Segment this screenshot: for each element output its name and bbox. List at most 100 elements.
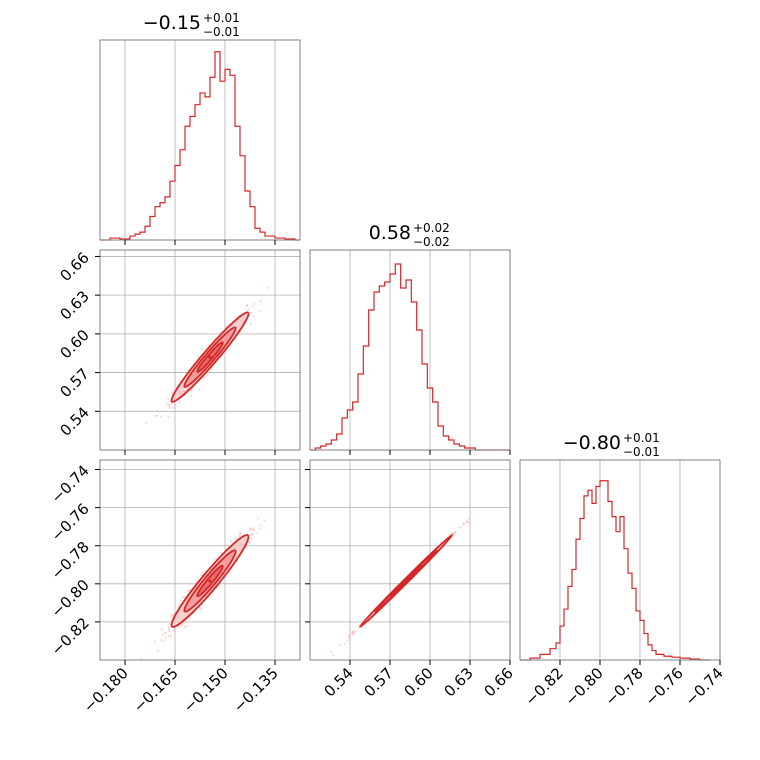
histogram-step-line [100, 51, 300, 241]
scatter-point [160, 628, 164, 631]
hist2-xtick-label: −0.78 [602, 664, 647, 709]
scatter-point [256, 517, 260, 520]
sc5-xtick-label: 0.54 [320, 664, 356, 700]
histogram-title-plus: +0.02 [413, 221, 450, 235]
scatter-point [167, 403, 171, 406]
scatter-plot-area [145, 286, 269, 425]
scatter-point [155, 414, 159, 417]
sc4-xtick-label: −0.165 [130, 664, 182, 716]
sc3-ytick-label: 0.54 [56, 403, 92, 439]
scatter-point [160, 639, 163, 642]
scatter-point [258, 527, 261, 530]
scatter-point [169, 403, 172, 406]
sc3-ytick-label: 0.60 [56, 326, 92, 362]
scatter-point [248, 540, 251, 543]
scatter-plot-area [139, 517, 266, 660]
sc4-xtick-label: −0.135 [230, 664, 282, 716]
density-peak [404, 579, 408, 583]
sc4-xtick-label: −0.180 [80, 664, 132, 716]
axes-frame [99, 459, 301, 661]
scatter-point [180, 623, 183, 627]
scatter-point [190, 394, 193, 398]
scatter-point [200, 608, 203, 611]
sc4-ytick-label: −0.80 [48, 576, 93, 621]
scatter-point [199, 606, 202, 610]
scatter-point [200, 573, 203, 576]
histogram-title-minus: −0.01 [623, 445, 660, 459]
scatter-point [467, 520, 470, 524]
scatter-point [248, 529, 251, 532]
scatter-point [183, 596, 186, 599]
scatter-point [353, 629, 357, 633]
sc3-ytick-label: 0.63 [56, 287, 92, 323]
scatter-point [201, 571, 204, 574]
histogram-title-minus: −0.01 [203, 25, 240, 39]
scatter-point [187, 589, 190, 592]
scatter-point [198, 388, 201, 391]
scatter-point [153, 640, 157, 643]
scatter-point [452, 533, 455, 536]
sc4-ytick-label: −0.74 [48, 462, 93, 507]
scatter-point [466, 520, 469, 523]
scatter-point [166, 397, 170, 400]
scatter-point [160, 415, 163, 418]
scatter-point [218, 585, 221, 588]
scatter-point [448, 533, 452, 536]
scatter-point [170, 614, 173, 617]
scatter-point [164, 636, 167, 639]
scatter-point [250, 537, 253, 540]
histogram-panel-1: 0.58 +0.02−0.02 [309, 221, 511, 455]
scatter-point [348, 637, 351, 640]
scatter-point [459, 526, 462, 529]
scatter-point [165, 631, 168, 634]
axes-frame [99, 249, 301, 451]
scatter-point [346, 639, 349, 642]
scatter-point [249, 528, 252, 531]
sc5-xtick-label: 0.60 [400, 664, 436, 700]
scatter-point [331, 654, 335, 657]
scatter-point [239, 532, 242, 535]
scatter-point [253, 302, 256, 305]
scatter-point [238, 531, 241, 534]
scatter-point [178, 401, 181, 404]
scatter-point [251, 305, 255, 308]
histogram-step-line [310, 263, 510, 451]
scatter-point [457, 526, 460, 529]
scatter-point [214, 557, 217, 560]
scatter-point [453, 530, 456, 534]
scatter-point [251, 532, 255, 535]
scatter-point [156, 409, 159, 412]
scatter-plot-area [330, 517, 470, 657]
scatter-point [229, 571, 232, 575]
scatter-point [167, 626, 170, 629]
scatter-point [451, 532, 454, 535]
scatter-point [234, 537, 237, 541]
histogram-title-plus: +0.01 [203, 11, 240, 25]
scatter-point [177, 625, 181, 628]
scatter-point [454, 531, 457, 534]
scatter-point [250, 311, 253, 314]
scatter-point [252, 529, 255, 532]
histogram-title-plus: +0.01 [623, 431, 660, 445]
scatter-point [451, 532, 454, 535]
scatter-point [174, 402, 177, 406]
scatter-point [256, 531, 259, 534]
sc4-xtick-label: −0.150 [180, 664, 232, 716]
scatter-point [462, 522, 465, 525]
scatter-point [351, 630, 354, 633]
scatter-point [145, 421, 148, 425]
scatter-point [462, 523, 465, 526]
scatter-point [347, 636, 350, 639]
scatter-panel-param2-vs-param1: 0.54 0.57 0.60 0.63 0.66 [305, 459, 517, 700]
axes-frame [99, 39, 301, 241]
scatter-panel-param2-vs-param0: −0.82−0.80−0.78−0.76−0.74−0.180−0.165−0.… [48, 459, 301, 716]
scatter-point [248, 541, 251, 544]
scatter-point [200, 348, 204, 351]
scatter-point [203, 375, 206, 379]
scatter-point [201, 377, 204, 380]
scatter-point [171, 392, 174, 395]
scatter-point [238, 535, 241, 538]
scatter-point [245, 546, 248, 549]
scatter-point [169, 405, 172, 408]
scatter-point [343, 642, 346, 645]
